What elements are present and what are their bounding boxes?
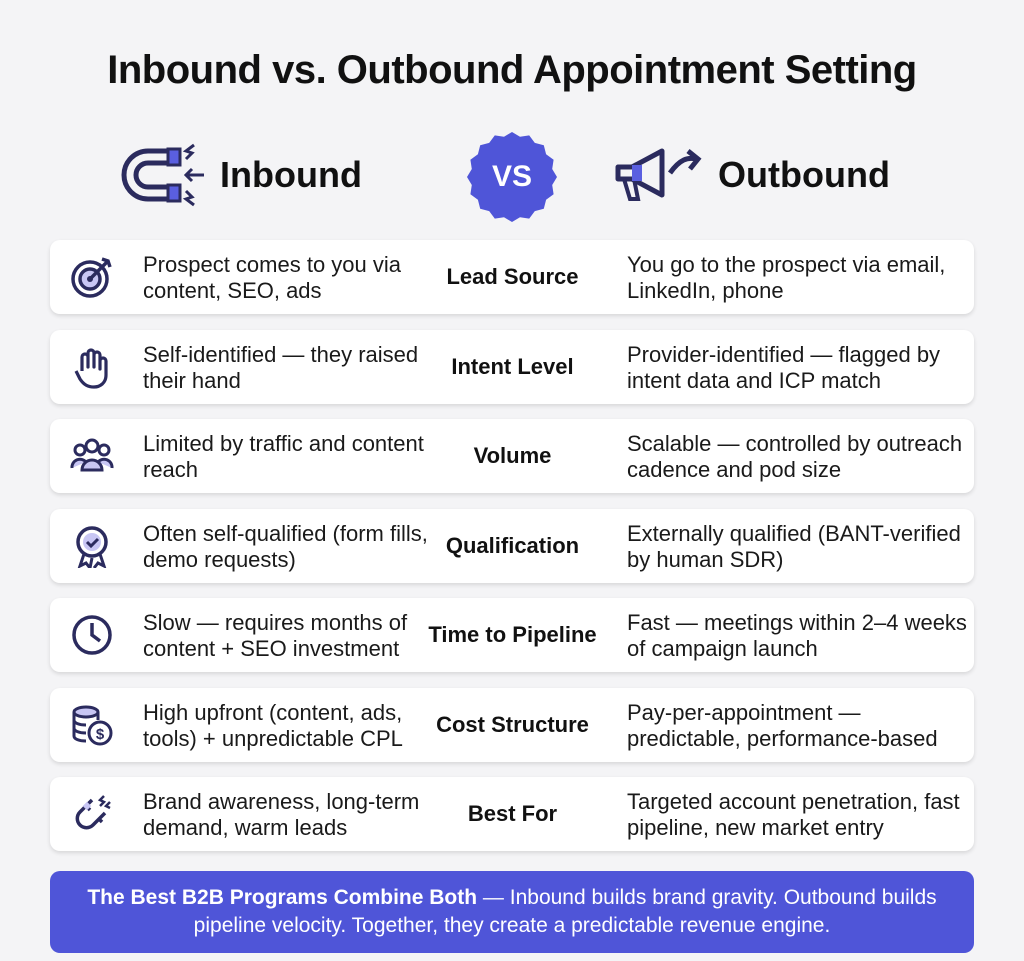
- comparison-row: Limited by traffic and content reach Vol…: [50, 419, 974, 493]
- comparison-row: $ High upfront (content, ads, tools) + u…: [50, 687, 974, 762]
- inbound-cell: Brand awareness, long-term demand, warm …: [143, 789, 420, 840]
- summary-text: — Inbound builds brand gravity. Outbound…: [193, 886, 937, 937]
- comparison-row: Self-identified — they raised their hand…: [50, 329, 974, 404]
- comparison-row: Brand awareness, long-term demand, warm …: [50, 777, 974, 851]
- criterion-label: Best For: [467, 801, 558, 826]
- inbound-cell: Slow — requires months of content + SEO …: [143, 610, 408, 661]
- svg-text:$: $: [96, 726, 105, 743]
- inbound-cell: Often self-qualified (form fills, demo r…: [143, 520, 428, 572]
- people-icon: [70, 438, 114, 472]
- clock-icon: [72, 615, 112, 655]
- badge-check-icon: [76, 525, 108, 568]
- outbound-cell: Externally qualified (BANT-verified by h…: [627, 520, 961, 572]
- inbound-cell: High upfront (content, ads, tools) + unp…: [143, 699, 403, 751]
- magnet-icon: [75, 795, 111, 830]
- vs-label: VS: [491, 160, 533, 193]
- criterion-label: Volume: [473, 443, 552, 468]
- megaphone-icon: [615, 148, 702, 201]
- comparison-row: Slow — requires months of content + SEO …: [50, 598, 974, 672]
- outbound-cell: Fast — meetings within 2–4 weeks of camp…: [627, 610, 967, 661]
- page-title: Inbound vs. Outbound Appointment Setting: [107, 48, 917, 92]
- criterion-label: Cost Structure: [436, 711, 589, 737]
- outbound-header: Outbound: [612, 140, 890, 210]
- criterion-label: Time to Pipeline: [428, 622, 597, 647]
- inbound-cell: Prospect comes to you via content, SEO, …: [143, 252, 402, 303]
- outbound-label: Outbound: [718, 154, 890, 195]
- outbound-cell: Targeted account penetration, fast pipel…: [627, 789, 960, 840]
- criterion-label: Intent Level: [451, 353, 574, 379]
- outbound-cell: Provider-identified — flagged by intent …: [627, 341, 941, 393]
- inbound-cell: Limited by traffic and content reach: [143, 431, 424, 482]
- coins-icon: $: [72, 705, 113, 745]
- magnet-icon: [121, 143, 204, 207]
- target-icon: [71, 257, 112, 298]
- summary-bold: The Best B2B Programs Combine Both: [87, 886, 478, 909]
- raised-hand-icon: [74, 347, 108, 389]
- summary-banner: The Best B2B Programs Combine Both — Inb…: [50, 871, 974, 953]
- criterion-label: Lead Source: [446, 264, 579, 289]
- criterion-label: Qualification: [445, 532, 580, 558]
- comparison-row: Prospect comes to you via content, SEO, …: [50, 240, 974, 314]
- inbound-cell: Self-identified — they raised their hand: [143, 341, 419, 393]
- vs-badge: VS: [467, 132, 557, 222]
- comparison-row: Often self-qualified (form fills, demo r…: [50, 508, 974, 583]
- outbound-cell: You go to the prospect via email, Linked…: [627, 252, 946, 303]
- inbound-label: Inbound: [220, 154, 362, 195]
- inbound-header: Inbound: [118, 140, 362, 210]
- outbound-cell: Pay-per-appointment — predictable, perfo…: [627, 699, 938, 751]
- outbound-cell: Scalable — controlled by outreach cadenc…: [627, 431, 963, 482]
